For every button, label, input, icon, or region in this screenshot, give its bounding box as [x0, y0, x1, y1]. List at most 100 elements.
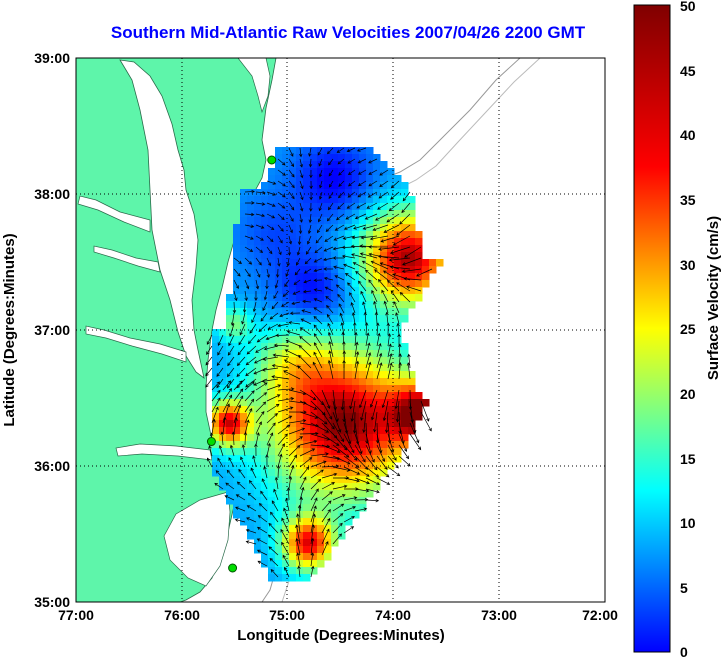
velocity-cell [380, 357, 388, 365]
velocity-cell [380, 315, 388, 323]
velocity-arrow [267, 534, 279, 545]
velocity-cell [352, 420, 360, 428]
velocity-cell [247, 273, 255, 281]
velocity-cell [324, 497, 332, 505]
velocity-arrow [266, 442, 271, 457]
velocity-cell [394, 441, 402, 449]
velocity-cell [352, 364, 360, 372]
velocity-cell [345, 511, 353, 519]
velocity-cell [380, 308, 388, 316]
velocity-cell [324, 238, 332, 246]
velocity-cell [268, 168, 276, 176]
velocity-cell [289, 315, 297, 323]
velocity-cell [310, 511, 318, 519]
velocity-cell [289, 378, 297, 386]
velocity-cell [401, 294, 409, 302]
velocity-cell [275, 147, 283, 155]
velocity-cell [247, 217, 255, 225]
velocity-arrow [295, 537, 301, 556]
velocity-cell [303, 259, 311, 267]
velocity-cell [352, 203, 360, 211]
velocity-cell [373, 448, 381, 456]
velocity-arrow [298, 345, 312, 358]
velocity-cell [268, 518, 276, 526]
velocity-arrow [368, 158, 378, 164]
velocity-cell [366, 434, 374, 442]
velocity-cell [331, 371, 339, 379]
velocity-cell [359, 315, 367, 323]
velocity-cell [247, 476, 255, 484]
velocity-arrow [227, 345, 235, 356]
velocity-cell [296, 259, 304, 267]
velocity-cell [275, 182, 283, 190]
velocity-arrow [327, 202, 334, 211]
velocity-cell [275, 406, 283, 414]
velocity-cell [338, 301, 346, 309]
velocity-arrow [368, 279, 378, 292]
velocity-cell [268, 175, 276, 183]
velocity-cell [254, 399, 262, 407]
velocity-arrow [295, 257, 301, 266]
velocity-cell [408, 392, 416, 400]
velocity-cell [345, 308, 353, 316]
velocity-arrow [288, 321, 301, 325]
velocity-cell [296, 469, 304, 477]
velocity-arrow [397, 343, 402, 358]
velocity-cell [387, 329, 395, 337]
velocity-arrow [318, 191, 323, 200]
velocity-arrow [308, 147, 312, 157]
velocity-cell [359, 245, 367, 253]
velocity-cell [296, 546, 304, 554]
velocity-cell [268, 483, 276, 491]
velocity-arrow [266, 202, 276, 207]
velocity-cell [310, 161, 318, 169]
velocity-cell [261, 448, 269, 456]
velocity-arrow [319, 180, 323, 189]
velocity-cell [338, 336, 346, 344]
velocity-cell [338, 154, 346, 162]
velocity-cell [324, 371, 332, 379]
velocity-cell [387, 322, 395, 330]
velocity-arrow [310, 460, 327, 468]
velocity-cell [275, 490, 283, 498]
velocity-cell [310, 539, 318, 547]
velocity-cell [240, 504, 248, 512]
velocity-cell [380, 259, 388, 267]
velocity-cell [212, 364, 220, 372]
velocity-cell [310, 210, 318, 218]
velocity-cell [373, 455, 381, 463]
velocity-cell [282, 483, 290, 491]
velocity-cell [373, 350, 381, 358]
velocity-cell [275, 154, 283, 162]
velocity-cell [401, 399, 409, 407]
velocity-arrow [336, 147, 345, 153]
velocity-cell [268, 504, 276, 512]
velocity-cell [387, 259, 395, 267]
velocity-cell [254, 511, 262, 519]
velocity-cell [373, 301, 381, 309]
velocity-arrow [255, 410, 265, 424]
velocity-cell [275, 448, 283, 456]
velocity-cell [331, 392, 339, 400]
velocity-arrow [228, 334, 235, 347]
velocity-cell [289, 392, 297, 400]
velocity-cell [373, 203, 381, 211]
velocity-cell [338, 462, 346, 470]
velocity-cell [296, 301, 304, 309]
velocity-cell [359, 294, 367, 302]
velocity-cell [219, 364, 227, 372]
velocity-cell [331, 308, 339, 316]
velocity-arrow [256, 549, 268, 556]
velocity-cell [317, 518, 325, 526]
velocity-arrow [364, 213, 378, 220]
velocity-cell [275, 217, 283, 225]
velocity-arrow [313, 315, 323, 325]
velocity-cell [261, 364, 269, 372]
velocity-cell [282, 371, 290, 379]
velocity-cell [275, 301, 283, 309]
velocity-cell [247, 301, 255, 309]
velocity-cell [254, 210, 262, 218]
velocity-cell [338, 350, 346, 358]
velocity-arrow [328, 169, 334, 177]
velocity-cell [261, 245, 269, 253]
